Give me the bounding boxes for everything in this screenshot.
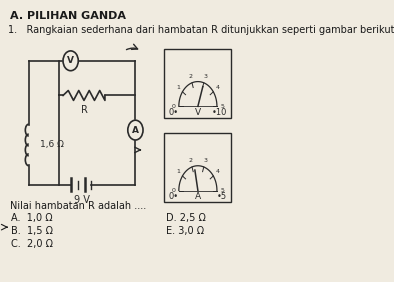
Bar — [164, 133, 231, 202]
Text: A: A — [195, 192, 201, 201]
Text: 0•: 0• — [169, 192, 179, 201]
Text: A. PILIHAN GANDA: A. PILIHAN GANDA — [10, 11, 126, 21]
Text: 0•: 0• — [169, 108, 179, 117]
Text: R: R — [80, 105, 87, 115]
Text: 0: 0 — [171, 104, 175, 109]
Text: 0: 0 — [171, 188, 175, 193]
Text: Nilai hambatan R adalah ....: Nilai hambatan R adalah .... — [10, 201, 146, 212]
Text: V: V — [67, 56, 74, 65]
Text: C.  2,0 Ω: C. 2,0 Ω — [11, 239, 53, 249]
Text: E. 3,0 Ω: E. 3,0 Ω — [166, 226, 204, 236]
Text: 5: 5 — [220, 104, 224, 109]
Text: •10: •10 — [212, 108, 227, 117]
Text: 4: 4 — [216, 169, 219, 174]
Text: 5: 5 — [220, 188, 224, 193]
Text: 1: 1 — [176, 85, 180, 90]
Bar — [164, 49, 231, 118]
Text: 9 V: 9 V — [74, 195, 90, 206]
Text: A.  1,0 Ω: A. 1,0 Ω — [11, 213, 53, 223]
Text: A: A — [132, 125, 139, 135]
Text: 1.   Rangkaian sederhana dari hambatan R ditunjukkan seperti gambar berikut.: 1. Rangkaian sederhana dari hambatan R d… — [8, 25, 394, 35]
Text: V: V — [195, 108, 201, 117]
Text: 4: 4 — [216, 85, 219, 90]
Text: •5: •5 — [217, 192, 227, 201]
Text: D. 2,5 Ω: D. 2,5 Ω — [166, 213, 206, 223]
Text: 2: 2 — [188, 158, 192, 163]
Text: B.  1,5 Ω: B. 1,5 Ω — [11, 226, 53, 236]
Text: 3: 3 — [203, 158, 207, 163]
Text: 1: 1 — [176, 169, 180, 174]
Text: 1,6 Ω: 1,6 Ω — [40, 140, 64, 149]
Text: 2: 2 — [188, 74, 192, 79]
Text: 3: 3 — [203, 74, 207, 79]
